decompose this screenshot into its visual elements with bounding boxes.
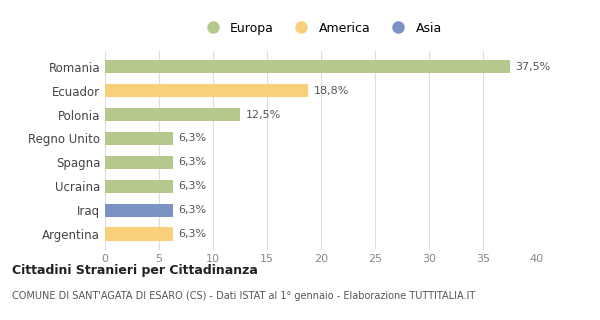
Text: 37,5%: 37,5% (515, 62, 551, 72)
Bar (105, 108, 240, 121)
Text: 18,8%: 18,8% (313, 86, 349, 96)
Text: 6,3%: 6,3% (178, 157, 206, 167)
Bar (105, 204, 173, 217)
Text: COMUNE DI SANT'AGATA DI ESARO (CS) - Dati ISTAT al 1° gennaio - Elaborazione TUT: COMUNE DI SANT'AGATA DI ESARO (CS) - Dat… (12, 291, 475, 301)
Legend: Europa, America, Asia: Europa, America, Asia (197, 19, 445, 37)
Bar (105, 132, 173, 145)
Bar (105, 60, 510, 73)
Text: 6,3%: 6,3% (178, 181, 206, 191)
Bar (105, 84, 308, 97)
Bar (105, 156, 173, 169)
Text: Cittadini Stranieri per Cittadinanza: Cittadini Stranieri per Cittadinanza (12, 264, 258, 277)
Bar (105, 180, 173, 193)
Text: 6,3%: 6,3% (178, 229, 206, 239)
Text: 12,5%: 12,5% (245, 109, 281, 120)
Text: 6,3%: 6,3% (178, 205, 206, 215)
Bar (105, 228, 173, 241)
Text: 6,3%: 6,3% (178, 133, 206, 143)
